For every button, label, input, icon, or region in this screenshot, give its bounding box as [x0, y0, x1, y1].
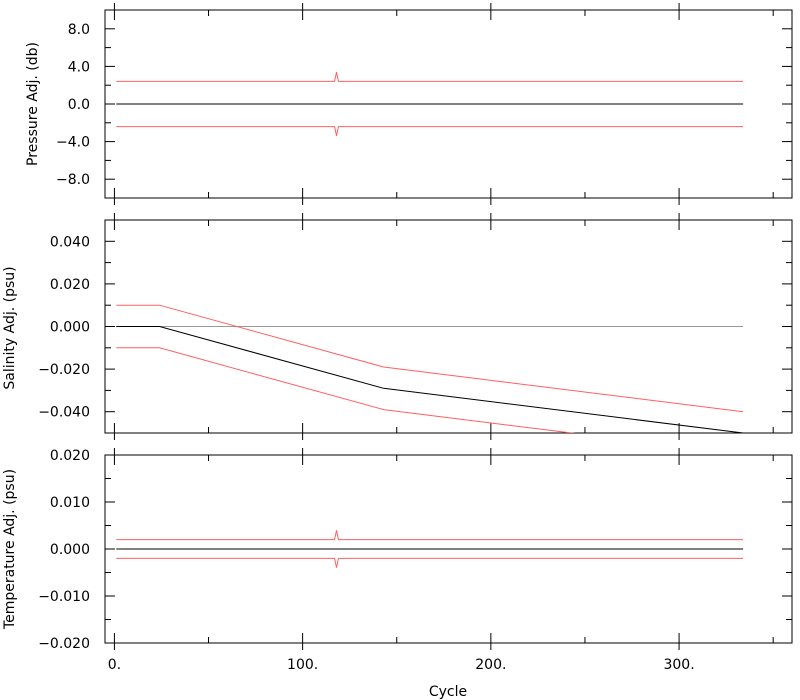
pressure-y-tick-label: 4.0 — [68, 59, 90, 75]
pressure-y-tick-label: 8.0 — [68, 22, 90, 38]
pressure-upper-error-line — [116, 71, 744, 82]
temperature-lower-error-line — [116, 557, 744, 568]
temperature-y-tick-label: −0.010 — [38, 589, 90, 605]
salinity-y-tick-label: −0.040 — [38, 405, 90, 421]
salinity-y-tick-label: 0.000 — [50, 320, 90, 336]
temperature-y-tick-label: 0.020 — [50, 448, 90, 464]
x-tick-label: 200. — [475, 657, 506, 673]
pressure-lower-error-line — [116, 126, 744, 137]
temperature-y-tick-label: 0.000 — [50, 542, 90, 558]
pressure-y-axis-title: Pressure Adj. (db) — [25, 42, 41, 166]
x-axis-title: Cycle — [429, 684, 467, 700]
temperature-upper-error-line — [116, 530, 744, 541]
pressure-y-tick-label: −8.0 — [56, 172, 90, 188]
temperature-y-tick-label: 0.010 — [50, 495, 90, 511]
salinity-adjustment-line — [116, 326, 744, 433]
x-tick-label: 300. — [663, 657, 694, 673]
pressure-y-tick-label: −4.0 — [56, 135, 90, 151]
x-tick-label: 0. — [108, 657, 121, 673]
x-tick-label: 100. — [287, 657, 318, 673]
temperature-y-axis-title: Temperature Adj. (psu) — [2, 469, 18, 630]
salinity-y-tick-label: −0.020 — [38, 362, 90, 378]
temperature-y-tick-label: −0.020 — [38, 636, 90, 652]
pressure-y-tick-label: 0.0 — [68, 97, 90, 113]
salinity-y-tick-label: 0.040 — [50, 234, 90, 250]
salinity-lower-error-line — [116, 347, 576, 433]
pressure-adjustment-panel: Pressure Adj. (db) −8.0 −4.0 0.0 4.0 8.0 — [25, 3, 793, 205]
salinity-y-tick-label: 0.020 — [50, 277, 90, 293]
temperature-adjustment-panel: Temperature Adj. (psu) Cycle −0.020 −0.01… — [2, 448, 793, 700]
salinity-y-axis-title: Salinity Adj. (psu) — [2, 266, 18, 389]
salinity-upper-error-line — [116, 304, 744, 413]
salinity-adjustment-panel: Salinity Adj. (psu) −0.040 −0.020 0.000 0.0… — [2, 213, 793, 440]
